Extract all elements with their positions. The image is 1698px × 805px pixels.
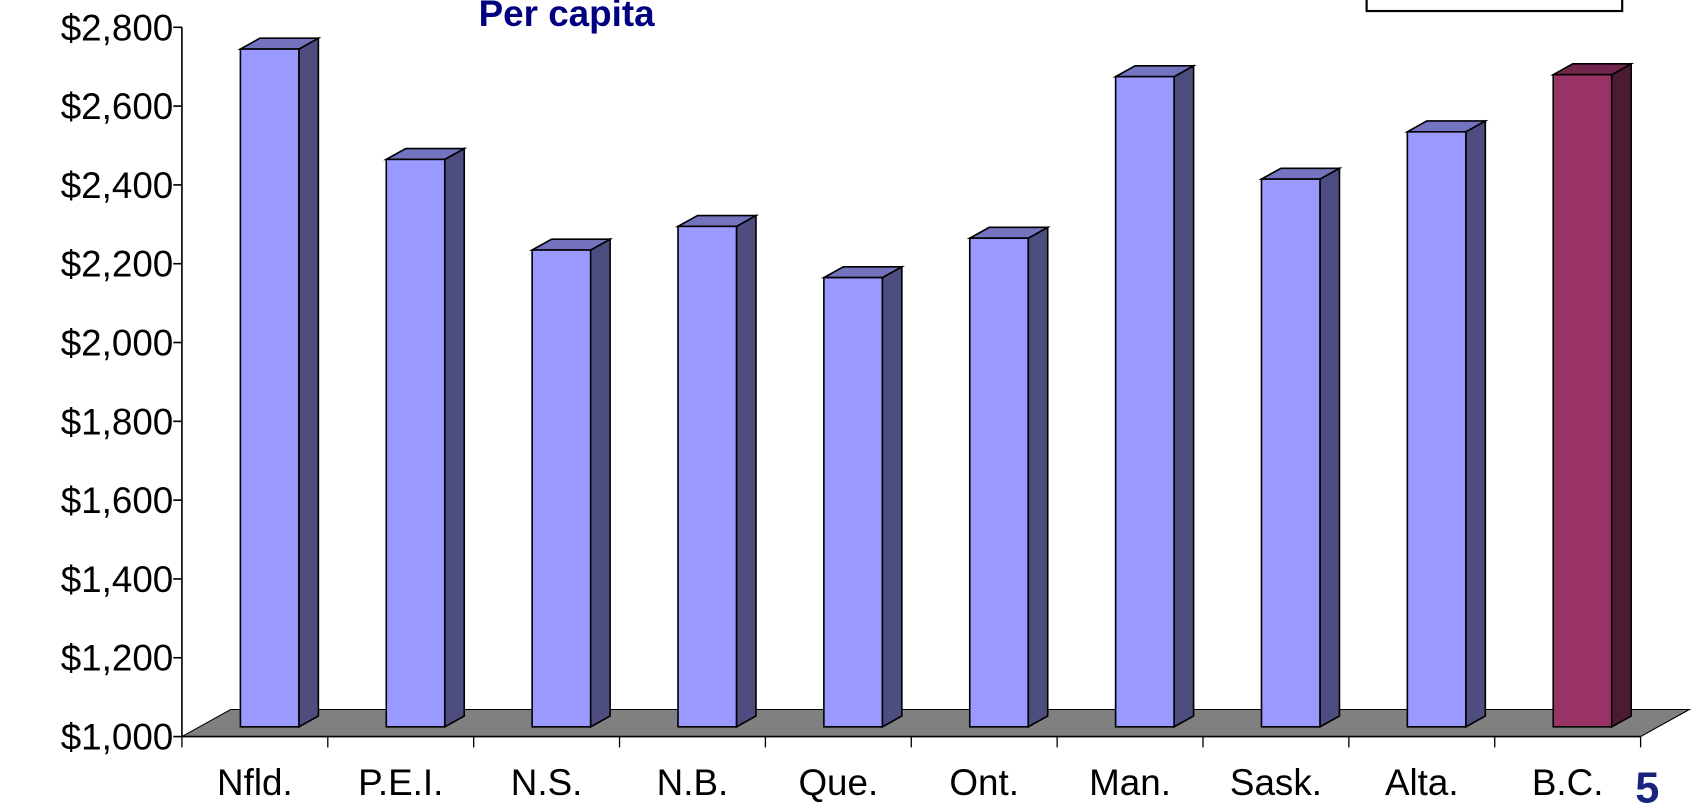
x-tick-label: N.S. [511,762,583,803]
y-tick-label: $2,800 [61,7,174,48]
page-number: 5 [1635,765,1659,805]
bar-side [298,36,320,729]
y-tick-label: $2,200 [61,244,174,285]
x-tick-label: B.C. [1532,762,1604,803]
bar [531,249,592,728]
bar [1260,178,1321,728]
y-tick-label: $1,400 [61,559,174,600]
chart-title: Per capita [479,0,655,34]
x-tick-label: Alta. [1385,762,1459,803]
bar-side [881,265,903,729]
legend-box [1365,0,1624,13]
x-tick-label: Ont. [949,762,1019,803]
bar-side [589,237,611,729]
bar-side [735,214,757,729]
x-tick-label: Nfld. [217,762,293,803]
y-tick-label: $2,600 [61,86,174,127]
y-tick-label: $2,000 [61,323,174,364]
y-tick-label: $1,800 [61,401,174,442]
bar [1114,75,1175,728]
bar-side [1319,166,1341,729]
bar [677,225,738,728]
bar-side [1465,119,1487,729]
x-tick-label: P.E.I. [358,762,443,803]
y-tick-label: $1,200 [61,638,174,679]
bar [385,158,446,728]
bar [239,48,300,728]
bar [1406,130,1467,728]
bar-side [443,147,466,729]
x-tick-label: Man. [1089,762,1171,803]
y-tick-label: $2,400 [61,165,174,206]
bar [1552,73,1613,728]
bar [968,237,1030,728]
x-tick-label: Que. [798,762,878,803]
y-tick-label: $1,000 [61,717,174,758]
x-tick-label: N.B. [657,762,729,803]
x-tick-label: Sask. [1230,762,1322,803]
bar-side [1027,225,1049,729]
bar [823,276,884,728]
bar-side [1610,62,1632,729]
y-tick-label: $1,600 [61,480,174,521]
bar-side [1173,64,1195,729]
